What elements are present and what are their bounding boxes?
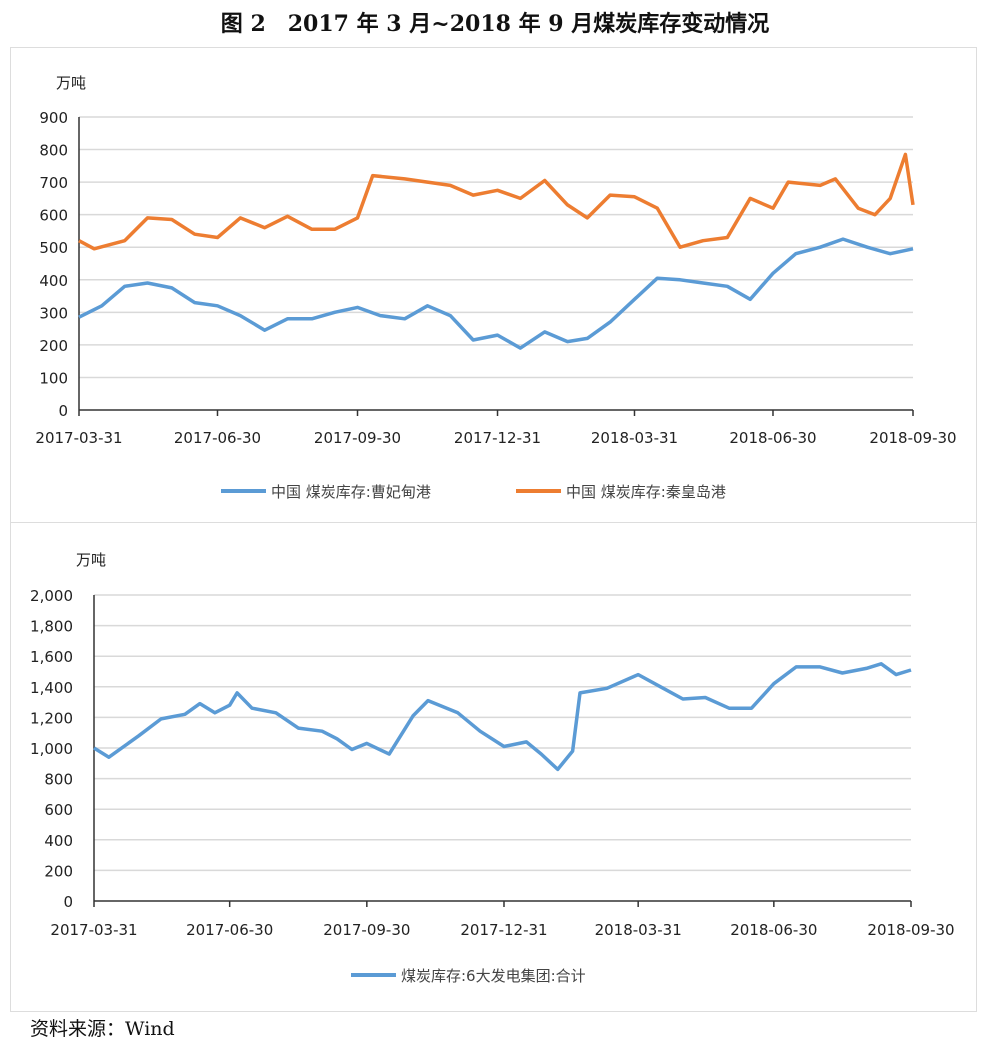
power-group-inventory-chart: 万吨 0 200 400 600 800 1,000 1,200 1,400 1,600 1,800… (30, 551, 955, 985)
x-tick-label: 2017-03-31 (50, 921, 137, 939)
y-tick-label: 200 (39, 337, 68, 355)
y-tick-label: 0 (63, 893, 73, 911)
x-tick-label: 2017-09-30 (314, 429, 401, 447)
x-tick-label: 2018-03-31 (591, 429, 678, 447)
series-line-0 (78, 237, 914, 350)
legend-label: 中国 煤炭库存:曹妃甸港 (271, 483, 431, 501)
y-tick-label: 1,800 (30, 618, 73, 636)
port-inventory-chart: 万吨 0 100 200 300 400 500 600 700 800 900 2017-03-31… (35, 74, 956, 501)
source-note: 资料来源：Wind (30, 1018, 175, 1040)
x-tick-label: 2017-03-31 (35, 429, 122, 447)
chart-panel-power-groups: 万吨 0 200 400 600 800 1,000 1,200 1,400 1,600 1,800… (10, 522, 977, 1012)
legend-label: 煤炭库存:6大发电集团:合计 (401, 967, 586, 985)
figure-title: 图 2 2017 年 3 月~2018 年 9 月煤炭库存变动情况 (220, 11, 770, 37)
y-tick-label: 100 (39, 369, 68, 387)
y-tick-label: 500 (39, 239, 68, 257)
x-tick-label: 2017-12-31 (454, 429, 541, 447)
y-axis-unit-label: 万吨 (76, 551, 106, 569)
y-tick-label: 1,200 (30, 709, 73, 727)
y-tick-label: 0 (58, 402, 68, 420)
y-tick-label: 200 (44, 862, 73, 880)
y-tick-label: 2,000 (30, 587, 73, 605)
x-tick-label: 2017-12-31 (460, 921, 547, 939)
x-tick-label: 2018-06-30 (729, 429, 816, 447)
y-tick-label: 1,400 (30, 679, 73, 697)
y-tick-label: 600 (44, 801, 73, 819)
y-tick-label: 1,000 (30, 740, 73, 758)
x-tick-label: 2018-06-30 (730, 921, 817, 939)
y-tick-label: 900 (39, 109, 68, 127)
y-tick-label: 800 (39, 142, 68, 160)
y-tick-label: 800 (44, 771, 73, 789)
x-tick-label: 2017-06-30 (186, 921, 273, 939)
y-tick-label: 300 (39, 304, 68, 322)
y-tick-label: 700 (39, 174, 68, 192)
x-tick-label: 2018-09-30 (867, 921, 954, 939)
y-tick-label: 600 (39, 207, 68, 225)
y-tick-label: 400 (39, 272, 68, 290)
y-tick-label: 400 (44, 832, 73, 850)
x-tick-label: 2017-09-30 (323, 921, 410, 939)
x-tick-label: 2018-03-31 (595, 921, 682, 939)
x-tick-label: 2017-06-30 (174, 429, 261, 447)
y-tick-label: 1,600 (30, 648, 73, 666)
x-tick-label: 2018-09-30 (869, 429, 956, 447)
chart-panel-ports: 万吨 0 100 200 300 400 500 600 700 800 900 2017-03-31… (10, 47, 977, 524)
legend-label: 中国 煤炭库存:秦皇岛港 (566, 483, 726, 501)
series-line-1 (78, 152, 915, 251)
y-axis-unit-label: 万吨 (56, 74, 86, 92)
series-line-0 (93, 662, 912, 772)
